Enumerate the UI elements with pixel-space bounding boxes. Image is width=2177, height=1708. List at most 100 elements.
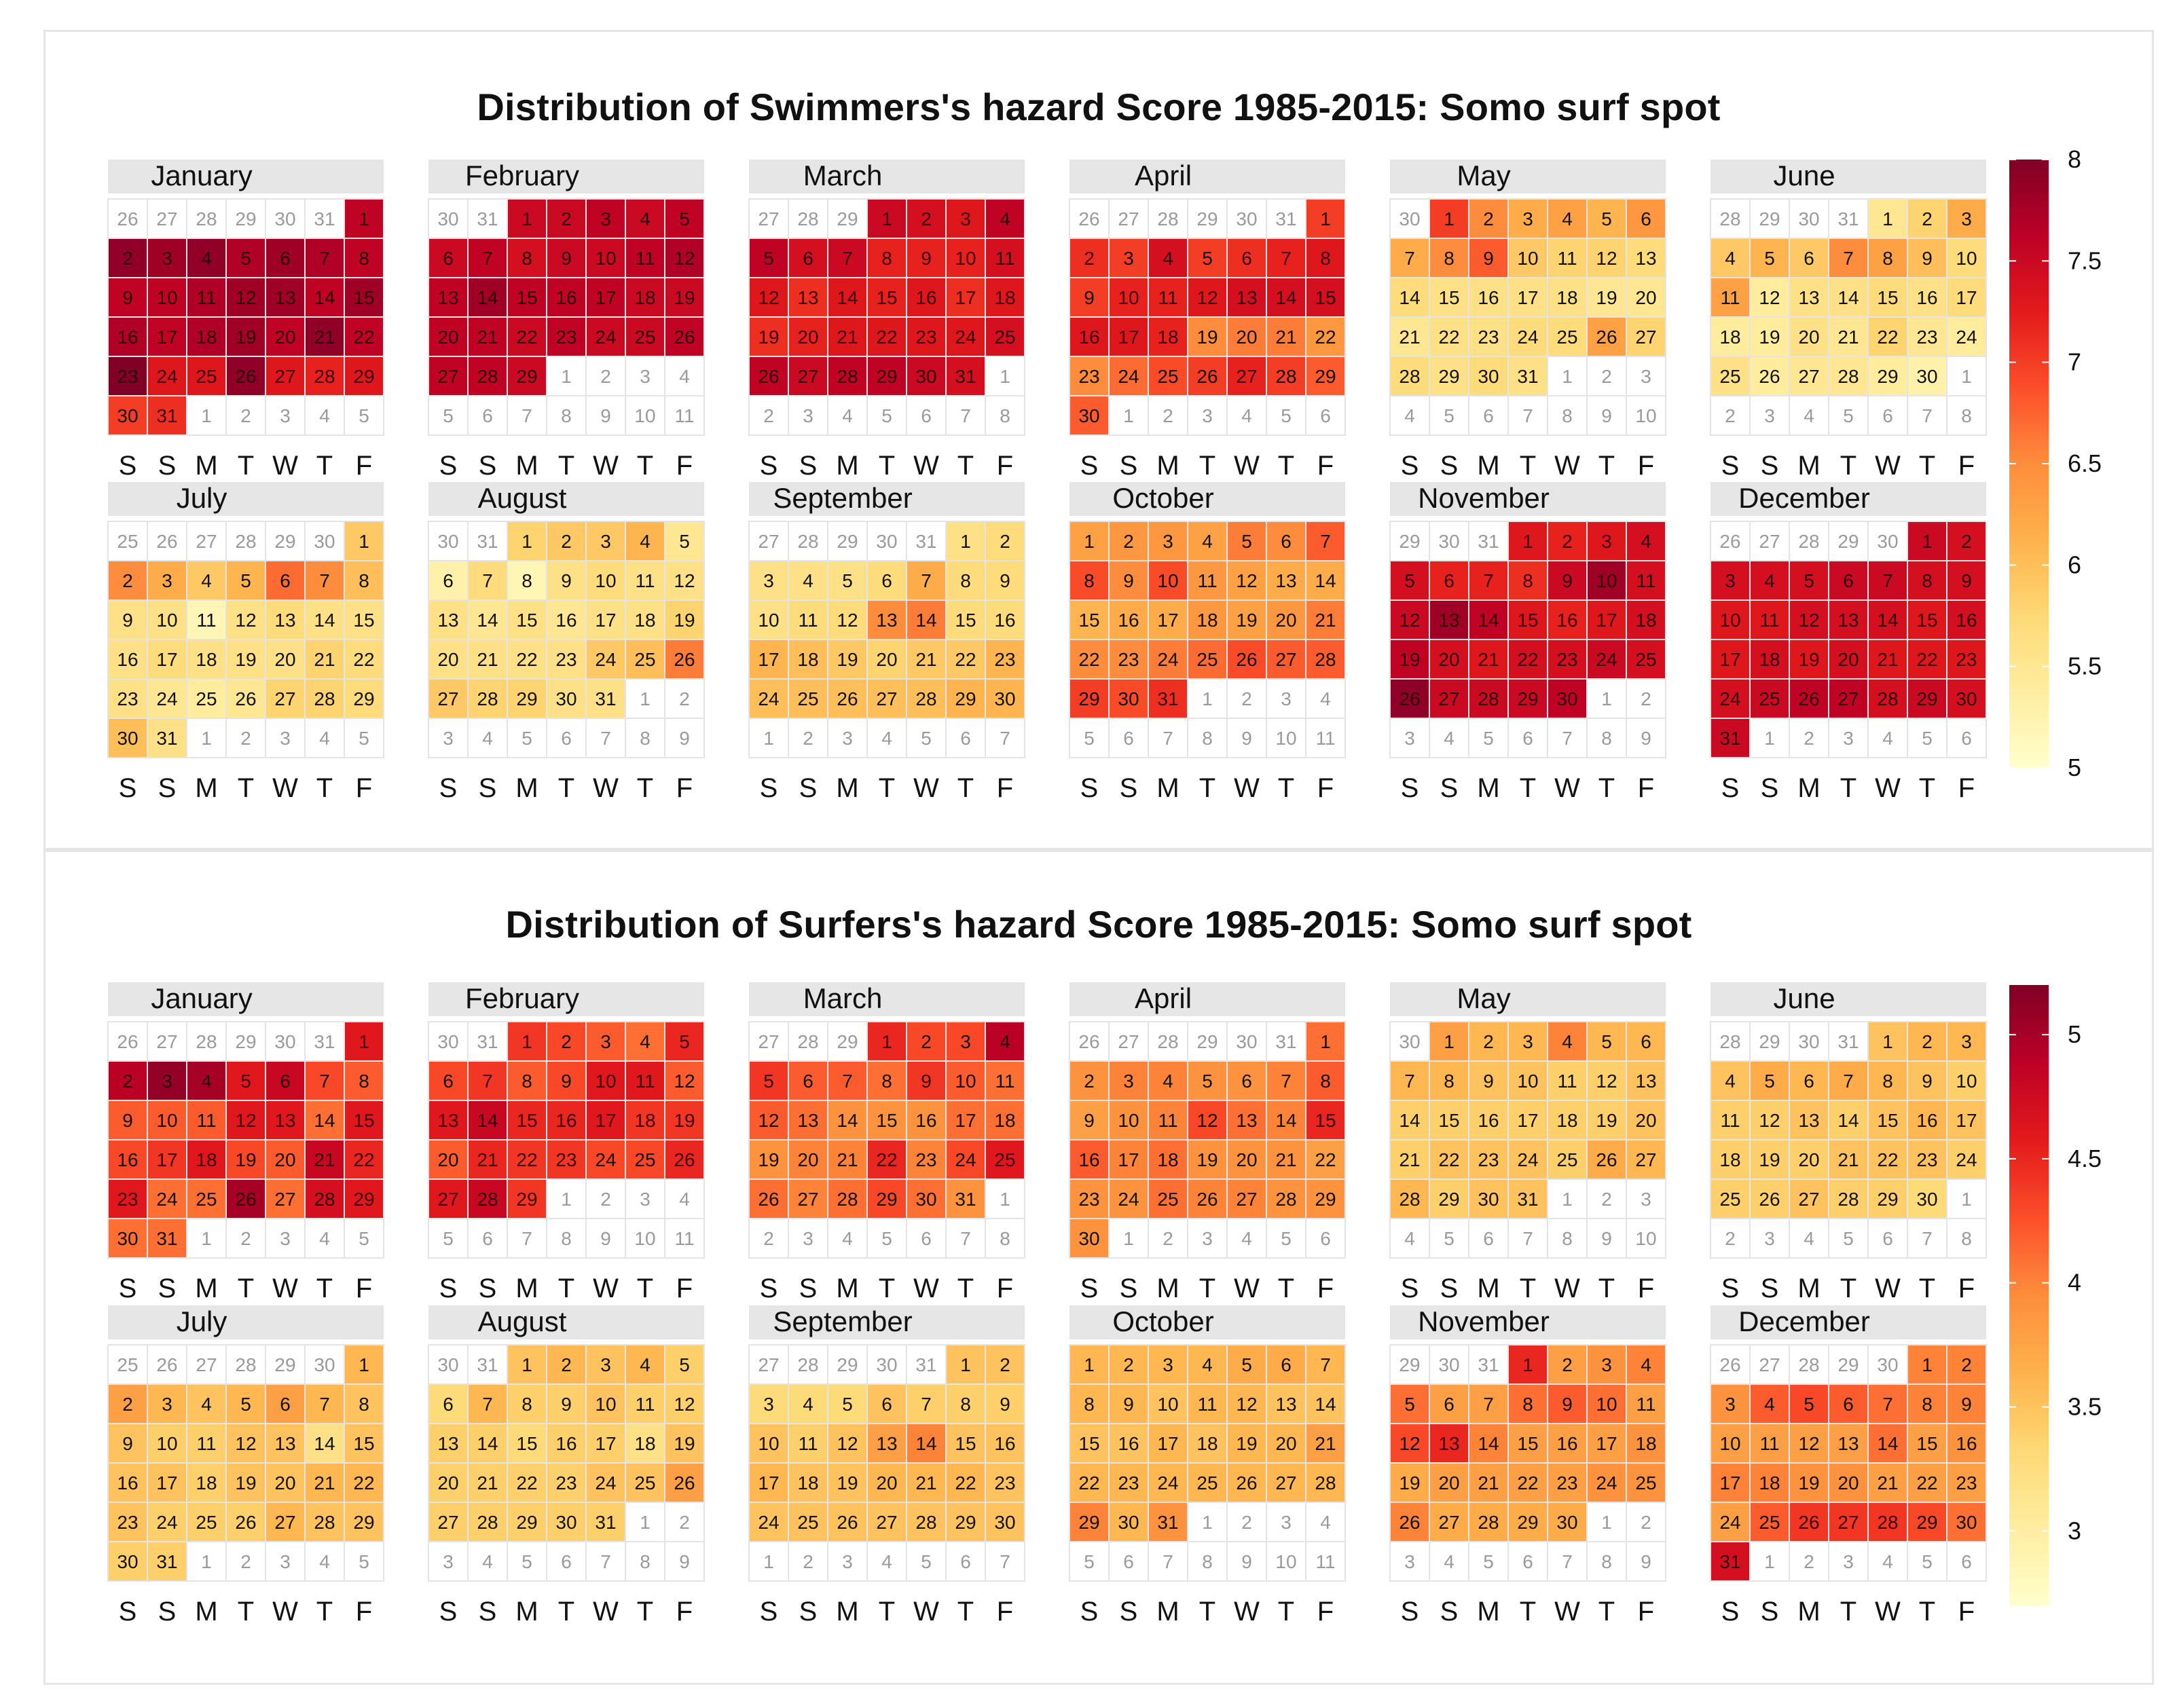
out-of-month-cell [985, 395, 1025, 436]
day-number: 4 [1562, 208, 1573, 229]
day-number: 20 [437, 649, 458, 670]
out-of-month-cell [1789, 1541, 1829, 1582]
day-cell [1305, 1178, 1346, 1219]
out-of-month-cell [1946, 1178, 1987, 1219]
day-number: 19 [1798, 1472, 1819, 1493]
day-cell [1946, 1100, 1987, 1140]
day-number: 13 [1635, 1071, 1656, 1092]
day-number: 10 [1517, 248, 1538, 269]
day-number: 23 [994, 1472, 1015, 1493]
day-number: 21 [1399, 327, 1420, 348]
day-number: 28 [915, 1512, 936, 1533]
weekday-label: W [272, 451, 298, 481]
day-cell [1389, 639, 1430, 680]
day-number: 5 [240, 570, 251, 591]
out-of-month-cell [625, 718, 665, 758]
weekday-label: T [1598, 451, 1615, 481]
day-number: 17 [595, 1433, 616, 1454]
day-number: 8 [960, 1394, 971, 1415]
day-number: 12 [674, 570, 695, 591]
weekday-label: M [515, 451, 538, 481]
day-number: 29 [353, 1512, 374, 1533]
day-number: 31 [1157, 1512, 1178, 1533]
day-number: 5 [359, 728, 369, 749]
day-number: 4 [1725, 248, 1736, 269]
day-cell [1187, 1178, 1228, 1219]
day-cell [344, 1178, 384, 1219]
day-number: 10 [1956, 248, 1977, 269]
day-number: 2 [1725, 405, 1736, 426]
day-cell [1108, 1100, 1149, 1140]
day-number: 6 [803, 1071, 813, 1092]
day-number: 28 [1837, 1189, 1859, 1210]
day-number: 27 [437, 366, 458, 387]
out-of-month-cell [748, 1021, 789, 1062]
day-cell [1429, 560, 1469, 601]
day-number: 28 [1877, 688, 1898, 709]
day-number: 8 [640, 728, 651, 749]
day-number: 9 [1562, 1394, 1573, 1415]
weekday-label: T [957, 451, 974, 481]
day-number: 5 [763, 248, 774, 269]
weekday-label: T [238, 1597, 254, 1627]
day-cell [788, 277, 828, 318]
day-number: 4 [319, 405, 330, 426]
day-number: 23 [1956, 649, 1977, 670]
day-number: 6 [1483, 405, 1494, 426]
day-number: 11 [674, 1228, 694, 1249]
weekday-label: S [799, 1274, 818, 1303]
day-number: 20 [274, 327, 295, 348]
day-number: 30 [555, 688, 577, 709]
day-cell [147, 1541, 187, 1582]
day-number: 4 [319, 728, 330, 749]
day-cell [1108, 678, 1149, 719]
day-number: 31 [1517, 1189, 1538, 1210]
day-number: 12 [235, 610, 256, 631]
day-number: 8 [1320, 1071, 1331, 1092]
out-of-month-cell [1547, 395, 1588, 436]
day-number: 17 [1956, 287, 1977, 308]
day-number: 21 [1275, 327, 1296, 348]
day-cell [1547, 639, 1588, 680]
day-cell [866, 1139, 907, 1180]
day-number: 4 [1163, 1071, 1173, 1092]
day-cell [1586, 1423, 1627, 1464]
day-cell [906, 277, 947, 318]
day-cell [546, 521, 587, 561]
day-number: 3 [443, 1551, 454, 1572]
out-of-month-cell [827, 198, 868, 239]
day-cell [428, 639, 469, 680]
weekday-label: T [1278, 773, 1294, 803]
day-number: 22 [1877, 327, 1898, 348]
day-cell [546, 1021, 587, 1062]
day-number: 5 [679, 531, 690, 552]
day-number: 27 [1275, 649, 1296, 670]
day-number: 31 [1478, 531, 1499, 552]
day-number: 14 [1315, 570, 1336, 591]
day-cell [1069, 1178, 1110, 1219]
day-cell [1468, 277, 1509, 318]
day-cell [1429, 198, 1469, 239]
day-number: 4 [201, 1071, 212, 1092]
day-cell [546, 599, 587, 640]
day-number: 10 [595, 1394, 616, 1415]
day-cell [748, 1178, 789, 1219]
legend-tick-label: 7.5 [2068, 246, 2102, 274]
out-of-month-cell [265, 718, 306, 758]
day-number: 2 [561, 1031, 572, 1052]
day-number: 15 [1438, 1110, 1459, 1131]
day-cell [1305, 1423, 1346, 1464]
out-of-month-cell [788, 1541, 828, 1582]
day-cell [1789, 560, 1829, 601]
month-label: September [773, 1305, 912, 1337]
day-number: 6 [1641, 208, 1651, 229]
day-number: 6 [482, 405, 493, 426]
out-of-month-cell [1626, 1541, 1666, 1582]
day-number: 9 [921, 248, 932, 269]
day-number: 6 [881, 570, 892, 591]
day-number: 8 [359, 248, 369, 269]
day-number: 3 [1961, 208, 1972, 229]
